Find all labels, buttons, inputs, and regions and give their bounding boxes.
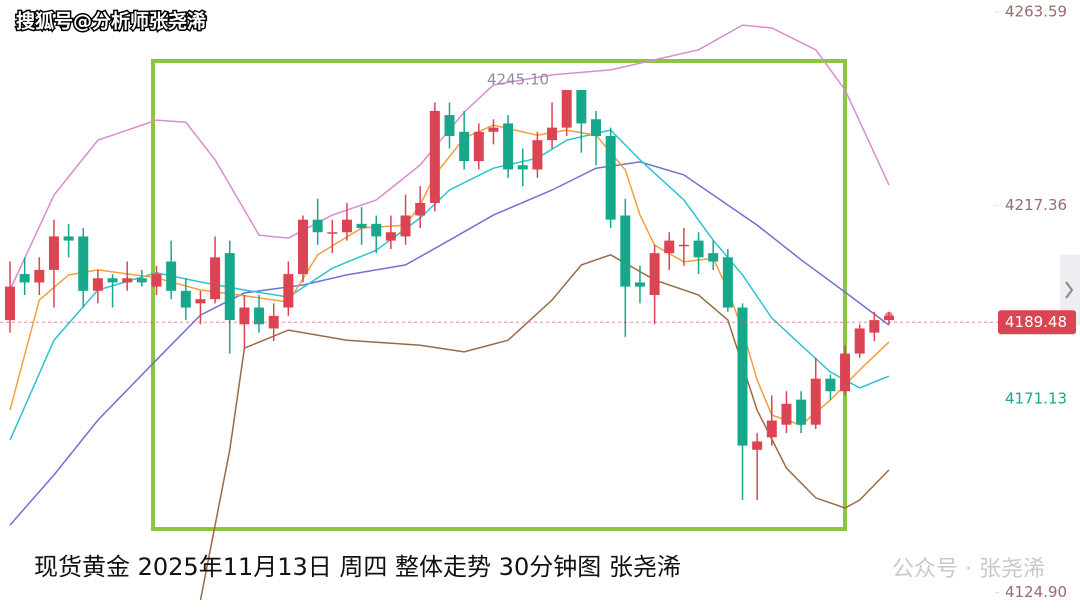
- candle-body: [268, 315, 279, 329]
- candle-body: [722, 257, 733, 308]
- candle-body: [312, 219, 323, 233]
- candle-body: [664, 240, 675, 254]
- candle-body: [620, 215, 631, 287]
- y-tick-label: 4263.59: [1005, 3, 1067, 21]
- candle-body: [605, 135, 616, 220]
- high-annotation: 4245.10: [487, 71, 549, 89]
- candle-body: [488, 127, 499, 132]
- watermark: 公众号 · 张尧浠: [892, 557, 1045, 582]
- candle-body: [341, 219, 352, 233]
- candle-body: [547, 127, 558, 141]
- candle-body: [561, 89, 572, 128]
- candle-body: [781, 403, 792, 425]
- candle-body: [195, 299, 206, 304]
- candle-body: [224, 253, 235, 321]
- candle-body: [48, 236, 59, 270]
- candle-body: [649, 253, 660, 295]
- caption: 现货黄金 2025年11月13日 周四 整体走势 30分钟图 张尧浠: [34, 553, 681, 581]
- candle-body: [327, 232, 338, 234]
- candle-body: [210, 257, 221, 300]
- candle-body: [239, 307, 250, 325]
- indicator-line: [199, 253, 890, 601]
- candle-body: [136, 278, 147, 283]
- candles: [5, 89, 894, 501]
- candle-body: [810, 378, 821, 425]
- candle-body: [678, 244, 689, 247]
- side-tab[interactable]: [1060, 255, 1080, 325]
- candle-body: [415, 202, 426, 216]
- highlight-box: [151, 59, 847, 531]
- last-price-label: 4189.48: [1005, 313, 1067, 331]
- candle-body: [532, 140, 543, 170]
- candle-body: [473, 131, 484, 162]
- candle-body: [766, 420, 777, 438]
- candle-body: [693, 240, 704, 258]
- source-watermark: 搜狐号@分析师张尧浠: [16, 10, 206, 33]
- candle-body: [459, 131, 470, 162]
- candle-body: [19, 274, 30, 283]
- y-tick-label: 4124.90: [1005, 583, 1067, 601]
- last-dot: [885, 311, 893, 320]
- candle-body: [283, 274, 294, 308]
- candle-body: [122, 278, 133, 283]
- last-price-box: [998, 310, 1076, 335]
- candle-body: [708, 253, 719, 262]
- candle-body: [869, 320, 880, 333]
- candle-body: [737, 307, 748, 446]
- candle-body: [78, 236, 89, 291]
- candle-body: [825, 378, 836, 392]
- candle-body: [576, 89, 587, 124]
- candle-body: [752, 441, 763, 450]
- candle-body: [254, 307, 265, 325]
- candle-body: [840, 353, 851, 392]
- candle-body: [107, 278, 118, 283]
- side-tab-arrow: [1065, 281, 1074, 299]
- candle-body: [5, 286, 15, 321]
- candle-body: [34, 269, 45, 283]
- candle-body: [180, 290, 191, 308]
- candle-body: [634, 282, 645, 287]
- candle-body: [400, 215, 411, 237]
- candle-body: [796, 399, 807, 425]
- candle-body: [356, 223, 367, 229]
- candle-body: [166, 261, 177, 291]
- candle-body: [517, 165, 528, 170]
- ma-price-label: 4171.13: [1005, 390, 1067, 408]
- candle-body: [151, 274, 162, 287]
- candle-body: [298, 219, 308, 275]
- candle-body: [385, 232, 396, 241]
- candle-body: [92, 278, 103, 291]
- candle-body: [503, 123, 514, 170]
- candle-body: [854, 328, 865, 354]
- candle-body: [371, 223, 382, 237]
- indicator-line: [9, 161, 890, 526]
- y-tick-label: 4217.36: [1005, 196, 1067, 214]
- candle-body: [429, 110, 440, 203]
- indicator-line: [9, 24, 890, 291]
- candle-body: [591, 119, 601, 136]
- candle-body: [444, 115, 455, 136]
- candle-body: [63, 236, 74, 241]
